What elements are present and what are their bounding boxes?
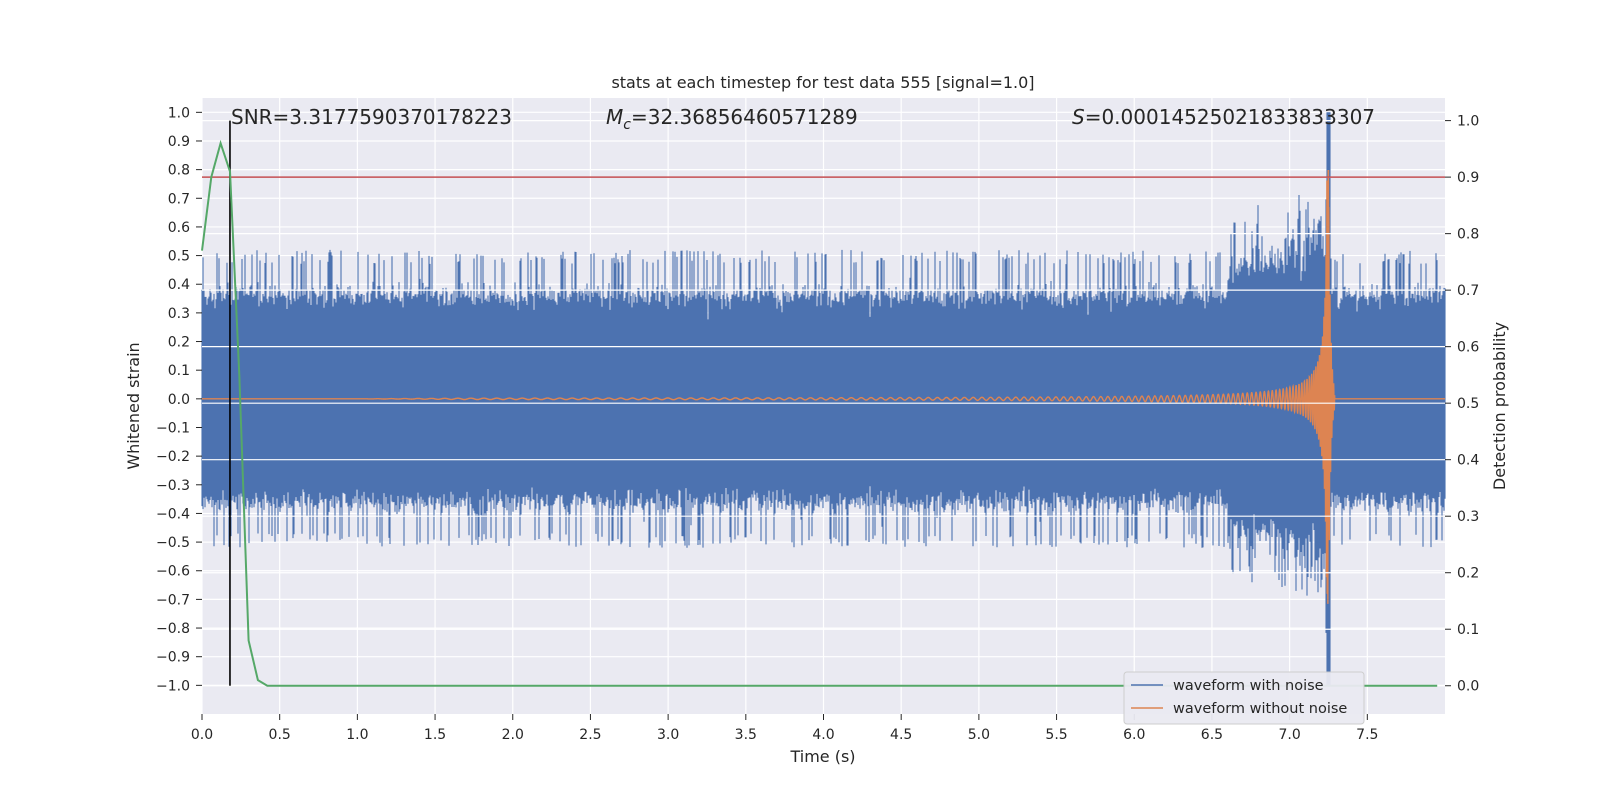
y-left-tick-label: −0.3 bbox=[156, 478, 190, 494]
x-axis-label: Time (s) bbox=[789, 747, 855, 766]
x-tick-label: 4.5 bbox=[890, 727, 912, 743]
series-detection-probability bbox=[201, 139, 1438, 687]
snr-annotation: SNR=3.3177590370178223 bbox=[231, 105, 512, 129]
x-tick-label: 0.5 bbox=[269, 727, 291, 743]
y-left-tick-label: −0.7 bbox=[156, 592, 190, 608]
x-tick-label: 2.0 bbox=[502, 727, 524, 743]
y-left-tick-label: 0.0 bbox=[168, 392, 190, 408]
y-left-axis-label: Whitened strain bbox=[124, 342, 143, 469]
y-right-axis-label: Detection probability bbox=[1490, 322, 1509, 490]
x-tick-label: 4.0 bbox=[812, 727, 834, 743]
y-left-tick-label: 0.3 bbox=[168, 306, 190, 322]
x-tick-label: 1.5 bbox=[424, 727, 446, 743]
x-tick-label: 1.0 bbox=[346, 727, 368, 743]
chart-title: stats at each timestep for test data 555… bbox=[611, 73, 1034, 92]
x-tick-label: 3.0 bbox=[657, 727, 679, 743]
legend-box bbox=[1123, 671, 1365, 725]
y-left-tick-label: 1.0 bbox=[168, 105, 190, 121]
y-right-tick-label: 0.1 bbox=[1457, 622, 1479, 638]
y-left-tick-label: −0.1 bbox=[156, 420, 190, 436]
s-annotation: S=0.00014525021833833307 bbox=[1072, 105, 1375, 129]
y-left-axis-ticks: 1.0 0.9 0.8 0.7 0.6 0.5 0.4 0.3 0.2 0.1 0.0 −0.1 −0.… bbox=[156, 105, 202, 694]
y-right-tick-label: 0.4 bbox=[1457, 453, 1479, 469]
y-right-tick-label: 0.9 bbox=[1457, 170, 1479, 186]
x-axis-ticks: 0.0 0.5 1.0 1.5 2.0 2.5 3.0 3.5 4.0 4.5 5.0 5.5 6.0 6… bbox=[191, 714, 1378, 743]
chirp-mass-annotation: Mc=32.36856460571289 bbox=[606, 105, 858, 133]
y-left-tick-label: 0.6 bbox=[168, 220, 190, 236]
y-right-tick-label: 0.5 bbox=[1457, 396, 1479, 412]
legend-label-without-noise: waveform without noise bbox=[1173, 701, 1347, 717]
x-tick-label: 6.5 bbox=[1201, 727, 1223, 743]
legend-label-with-noise: waveform with noise bbox=[1173, 678, 1324, 694]
y-left-tick-label: −0.9 bbox=[156, 650, 190, 666]
y-left-tick-label: 0.2 bbox=[168, 335, 190, 351]
y-left-tick-label: −0.5 bbox=[156, 535, 190, 551]
s-symbol: S bbox=[1072, 105, 1085, 129]
y-right-tick-label: 0.3 bbox=[1457, 509, 1479, 525]
y-left-tick-label: −0.8 bbox=[156, 621, 190, 637]
series-waveform-without-noise bbox=[202, 170, 1445, 604]
chirp-mass-subscript: c bbox=[623, 117, 631, 133]
x-tick-label: 3.5 bbox=[735, 727, 757, 743]
y-right-tick-label: 0.6 bbox=[1457, 340, 1479, 356]
x-tick-label: 6.0 bbox=[1123, 727, 1145, 743]
legend: waveform with noise waveform without noi… bbox=[1123, 671, 1365, 725]
y-right-tick-label: 0.0 bbox=[1457, 679, 1479, 695]
y-left-tick-label: 0.8 bbox=[168, 163, 190, 179]
y-left-tick-label: 0.5 bbox=[168, 249, 190, 265]
y-right-tick-label: 0.8 bbox=[1457, 227, 1479, 243]
chirp-mass-symbol: M bbox=[606, 105, 623, 129]
y-left-tick-label: −1.0 bbox=[156, 678, 190, 694]
y-left-tick-label: 0.7 bbox=[168, 191, 190, 207]
y-left-tick-label: 0.9 bbox=[168, 134, 190, 150]
x-tick-label: 5.0 bbox=[968, 727, 990, 743]
y-right-tick-label: 0.2 bbox=[1457, 566, 1479, 582]
y-left-tick-label: −0.6 bbox=[156, 564, 190, 580]
y-left-tick-label: −0.2 bbox=[156, 449, 190, 465]
chirp-mass-value: =32.36856460571289 bbox=[631, 105, 858, 129]
s-value: =0.00014525021833833307 bbox=[1085, 105, 1375, 129]
x-tick-label: 7.5 bbox=[1356, 727, 1378, 743]
y-left-tick-label: −0.4 bbox=[156, 506, 190, 522]
x-tick-label: 5.5 bbox=[1045, 727, 1067, 743]
x-tick-label: 7.0 bbox=[1278, 727, 1300, 743]
y-right-tick-label: 0.7 bbox=[1457, 283, 1479, 299]
x-tick-label: 0.0 bbox=[191, 727, 213, 743]
y-left-tick-label: 0.1 bbox=[168, 363, 190, 379]
y-right-tick-label: 1.0 bbox=[1457, 114, 1479, 130]
y-right-axis-ticks: 1.0 0.9 0.8 0.7 0.6 0.5 0.4 0.3 0.2 0.1 0.0 bbox=[1445, 114, 1479, 695]
y-left-tick-label: 0.4 bbox=[168, 277, 190, 293]
x-tick-label: 2.5 bbox=[579, 727, 601, 743]
